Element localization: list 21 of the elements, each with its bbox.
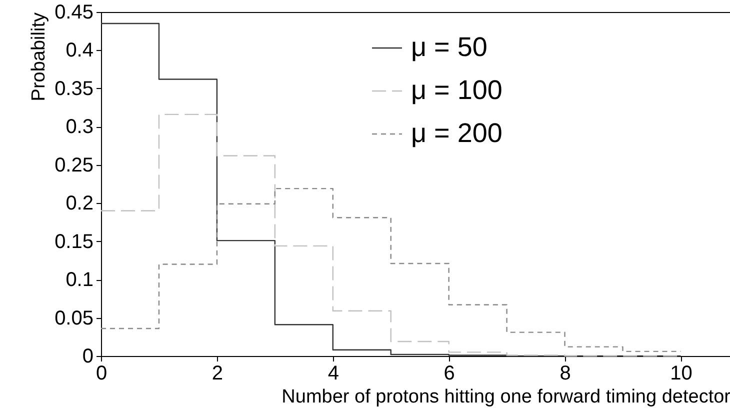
y-axis-title: Probability: [28, 12, 50, 102]
y-tick-label: 0: [82, 346, 94, 368]
x-tick-label: 10: [670, 362, 692, 384]
legend-label: μ = 50: [411, 32, 488, 62]
y-tick-label: 0.05: [54, 307, 94, 330]
y-tick-label: 0.15: [54, 230, 94, 253]
x-tick-label: 2: [212, 362, 224, 384]
x-axis-title: Number of protons hitting one forward timing detector: [282, 386, 730, 408]
y-tick-label: 0.2: [66, 192, 94, 215]
x-tick-label: 0: [96, 362, 108, 384]
y-tick-label: 0.25: [54, 154, 94, 176]
y-tick-label: 0.3: [66, 116, 94, 138]
x-tick-label: 4: [328, 362, 339, 384]
legend-label: μ = 100: [411, 75, 502, 105]
y-tick-label: 0.4: [66, 40, 94, 62]
legend-label: μ = 200: [411, 118, 502, 148]
y-tick-label: 0.45: [54, 2, 94, 24]
y-tick-label: 0.35: [54, 78, 94, 100]
x-tick-label: 8: [560, 362, 571, 384]
x-tick-label: 6: [444, 362, 455, 384]
y-tick-label: 0.1: [66, 269, 94, 292]
